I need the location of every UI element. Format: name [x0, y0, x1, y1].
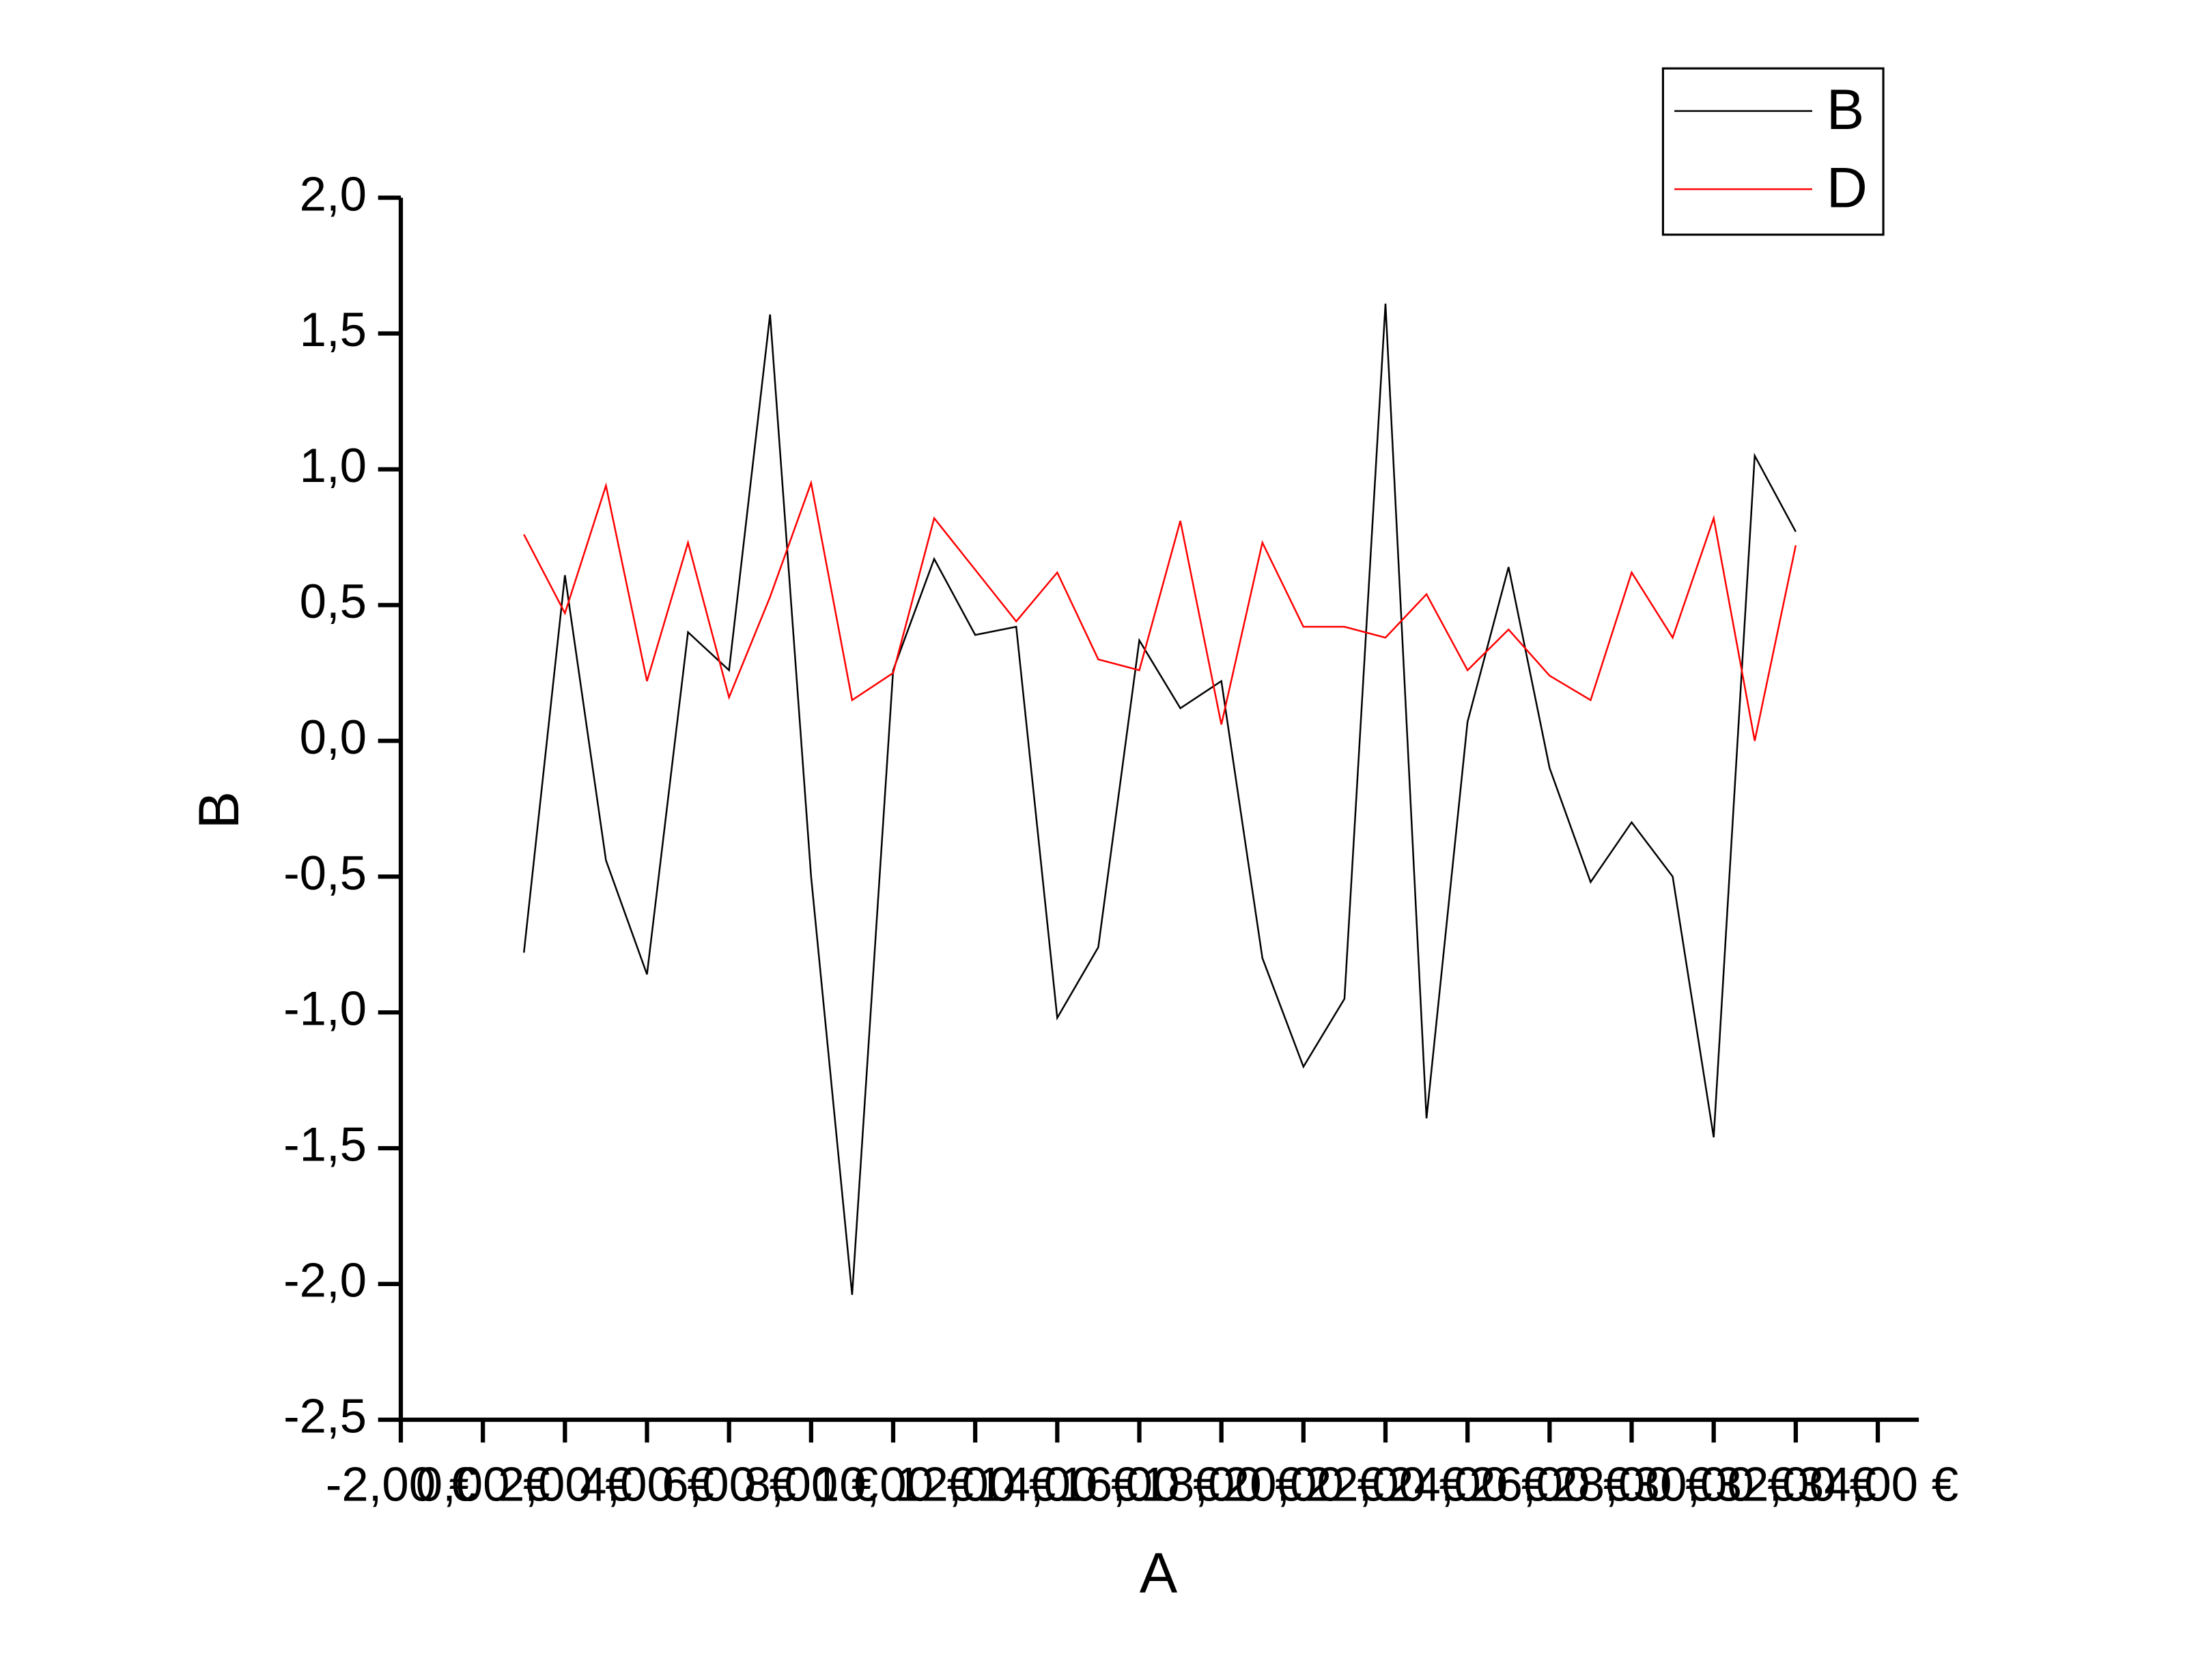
x-tick-label: -2,00 € — [326, 1457, 476, 1511]
x-tick-label: 34,00 € — [1797, 1457, 1958, 1511]
x-tick-label: 22,00 € — [1305, 1457, 1466, 1511]
y-tick-label: -2,5 — [283, 1389, 367, 1442]
x-tick-label: 20,00 € — [1223, 1457, 1384, 1511]
y-tick-label: -0,5 — [283, 846, 367, 900]
y-tick-label: 2,0 — [300, 167, 367, 220]
y-tick-label: 0,5 — [300, 574, 367, 628]
x-tick-label: 26,00 € — [1469, 1457, 1630, 1511]
x-tick-label: 4,00 € — [580, 1457, 714, 1511]
data-line — [523, 479, 1797, 741]
x-tick-label: 0,00 € — [416, 1457, 550, 1511]
x-tick-label: 14,00 € — [976, 1457, 1138, 1511]
legend-label: B — [1827, 78, 1865, 141]
x-tick-label: 24,00 € — [1387, 1457, 1548, 1511]
x-tick-label: 8,00 € — [744, 1457, 878, 1511]
y-tick-label: 0,0 — [300, 710, 367, 764]
data-line — [523, 303, 1797, 1295]
x-axis-label: A — [1140, 1541, 1178, 1605]
y-tick-label: -2,0 — [283, 1253, 367, 1307]
y-tick-label: 1,5 — [300, 302, 367, 356]
y-tick-label: -1,5 — [283, 1117, 367, 1171]
x-tick-label: 12,00 € — [895, 1457, 1056, 1511]
x-tick-label: 10,00 € — [813, 1457, 974, 1511]
legend-box — [1661, 67, 1885, 236]
legend-label: D — [1827, 156, 1868, 219]
x-tick-label: 28,00 € — [1551, 1457, 1712, 1511]
x-tick-label: 2,00 € — [498, 1457, 632, 1511]
y-tick-label: 1,0 — [300, 438, 367, 492]
x-tick-label: 18,00 € — [1141, 1457, 1302, 1511]
y-axis-label: B — [187, 791, 251, 829]
y-tick-label: -1,0 — [283, 982, 367, 1036]
x-tick-label: 6,00 € — [662, 1457, 796, 1511]
x-tick-label: 30,00 € — [1633, 1457, 1794, 1511]
x-tick-label: 16,00 € — [1058, 1457, 1220, 1511]
x-tick-label: 32,00 € — [1715, 1457, 1876, 1511]
